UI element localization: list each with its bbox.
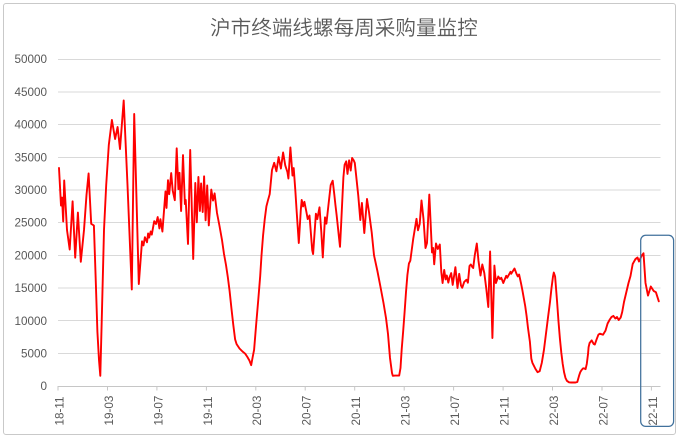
svg-text:35000: 35000 [14,151,47,164]
svg-text:21-07: 21-07 [449,396,462,426]
svg-text:5000: 5000 [21,348,48,361]
svg-text:20000: 20000 [14,249,47,262]
svg-text:20-07: 20-07 [301,396,314,426]
svg-text:25000: 25000 [14,217,47,230]
svg-text:21-11: 21-11 [498,396,511,425]
svg-text:0: 0 [40,380,47,393]
svg-text:21-03: 21-03 [400,396,413,426]
svg-text:19-03: 19-03 [103,396,116,426]
svg-text:15000: 15000 [14,282,47,295]
svg-text:22-11: 22-11 [647,396,660,425]
svg-text:20-03: 20-03 [251,396,264,426]
svg-text:45000: 45000 [14,86,47,99]
svg-text:18-11: 18-11 [53,396,66,425]
svg-text:50000: 50000 [14,53,47,66]
svg-text:22-03: 22-03 [548,396,561,426]
svg-text:22-07: 22-07 [597,396,610,426]
svg-text:19-07: 19-07 [152,396,165,426]
svg-text:40000: 40000 [14,119,47,132]
svg-text:19-11: 19-11 [202,396,215,425]
svg-text:30000: 30000 [14,184,47,197]
svg-text:10000: 10000 [14,315,47,328]
svg-text:20-11: 20-11 [350,396,363,425]
